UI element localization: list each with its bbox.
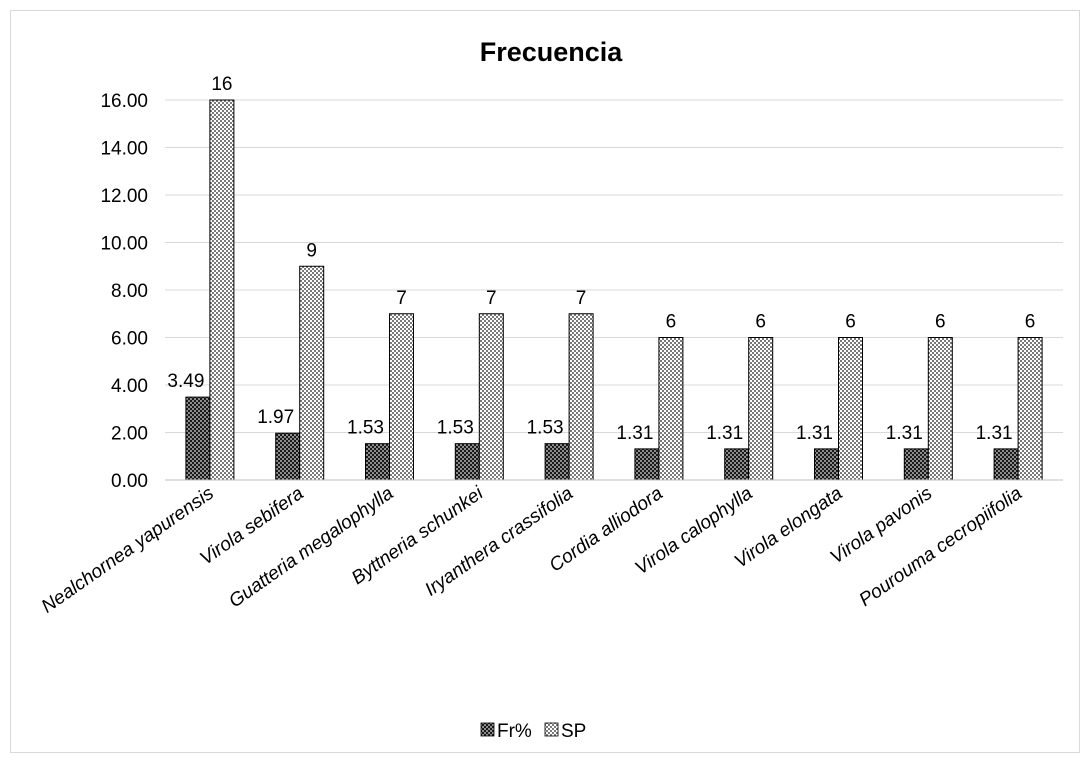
data-label-fr: 1.31 [706,423,743,444]
bar-sp [927,337,953,481]
bar-fr [993,448,1019,481]
y-tick-label: 8.00 [111,281,148,302]
legend-label-sp: SP [561,721,586,742]
data-label-fr: 1.31 [976,423,1013,444]
y-tick-label: 16.00 [100,91,148,112]
y-tick-label: 4.00 [111,376,148,397]
data-label-fr: 1.97 [257,407,294,428]
y-axis: 0.00 2.00 4.00 6.00 8.00 10.00 12.00 14.00 16.00 [100,91,148,492]
y-tick-label: 0.00 [111,471,148,492]
x-category-label: Guatteria megalophylla [225,483,397,612]
y-tick-label: 2.00 [111,424,148,445]
y-tick-label: 6.00 [111,329,148,350]
data-label-fr: 1.53 [527,418,564,439]
bars [185,99,1043,481]
bar-sp [838,337,863,481]
legend-swatch-sp [544,722,559,737]
bar-sp [658,337,684,481]
data-label-sp: 6 [755,312,766,333]
bar-fr [634,448,660,481]
bar-sp [389,313,414,481]
bar-fr [814,448,839,481]
bar-fr [365,443,390,481]
bar-sp [209,99,235,481]
y-tick-label: 12.00 [100,186,148,207]
data-label-fr: 3.49 [167,371,204,392]
bar-fr [544,443,570,481]
bar-fr [275,432,301,481]
bar-fr [903,448,929,481]
data-label-sp: 7 [396,288,407,309]
bar-sp [478,313,504,481]
chart-title: Frecuencia [480,37,624,67]
data-label-sp: 7 [486,288,497,309]
chart-frame [10,10,1080,753]
data-label-sp: 6 [1025,312,1036,333]
data-label-sp: 6 [845,312,856,333]
x-category-label: Nealchornea yapurensis [38,483,218,618]
data-label-fr: 1.31 [796,423,833,444]
legend: Fr% SP [480,721,586,742]
bar-sp [568,313,594,481]
x-category-label: Iryanthera crassifolia [421,483,577,601]
data-labels: 3.49 16 1.97 9 1.53 7 1.53 7 1.53 7 1.31 6 1.31 6 1.31… [167,74,1035,444]
bar-fr [185,396,211,481]
legend-swatch-fr [480,722,495,737]
y-tick-label: 10.00 [100,234,148,255]
y-tick-label: 14.00 [100,139,148,160]
data-label-sp: 6 [935,312,946,333]
data-label-fr: 1.53 [437,418,474,439]
bar-sp [1017,337,1043,481]
data-label-fr: 1.53 [347,418,384,439]
data-label-sp: 9 [306,240,317,261]
x-category-label: Pourouma cecropiifolia [856,483,1026,611]
legend-label-fr: Fr% [497,721,532,742]
bar-fr [724,448,750,481]
bar-sp [748,337,774,481]
bar-fr [454,443,480,481]
data-label-fr: 1.31 [886,423,923,444]
data-label-sp: 16 [211,74,232,95]
data-label-sp: 7 [576,288,587,309]
bar-sp [299,265,325,481]
data-label-sp: 6 [666,312,677,333]
data-label-fr: 1.31 [616,423,653,444]
